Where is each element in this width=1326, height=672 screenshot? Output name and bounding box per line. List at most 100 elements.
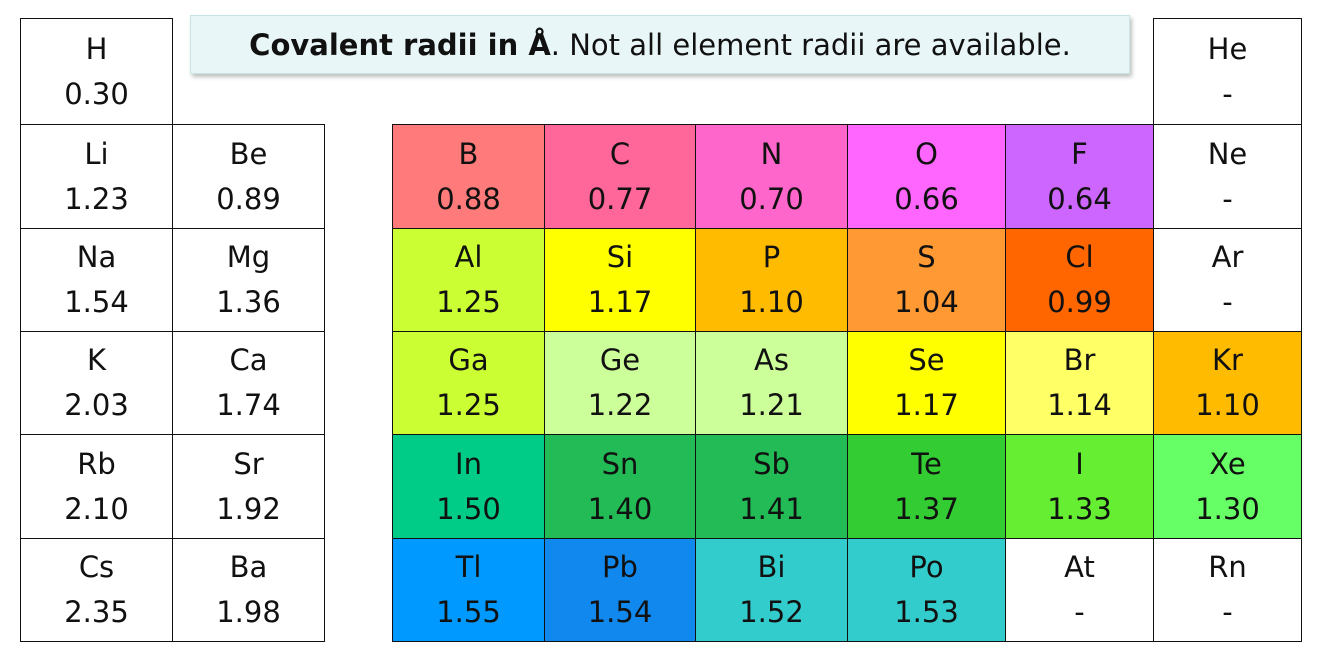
- element-cell-cs: Cs 2.35: [20, 538, 173, 642]
- element-radius: 0.89: [216, 181, 281, 216]
- element-symbol: In: [455, 446, 482, 481]
- element-radius: 1.98: [216, 595, 281, 629]
- caption-rest: . Not all element radii are available.: [550, 27, 1071, 62]
- element-radius: -: [1222, 595, 1233, 629]
- element-cell-be: Be 0.89: [172, 124, 325, 229]
- element-radius: 1.40: [587, 491, 653, 526]
- element-radius: 0.64: [1047, 181, 1112, 216]
- element-symbol: Ge: [599, 343, 641, 377]
- element-cell-li: Li 1.23: [20, 124, 173, 229]
- element-symbol: Rn: [1208, 550, 1247, 584]
- element-cell-i: I 1.33: [1005, 434, 1154, 539]
- element-radius: 1.33: [1047, 491, 1112, 526]
- element-cell-as: As 1.21: [695, 331, 848, 435]
- element-symbol: N: [760, 136, 783, 171]
- element-cell-tl: Tl 1.55: [392, 538, 545, 642]
- element-radius: 1.17: [587, 285, 653, 319]
- element-symbol: Ne: [1207, 136, 1248, 171]
- element-cell-rb: Rb 2.10: [20, 434, 173, 539]
- element-symbol: C: [609, 136, 631, 171]
- element-symbol: Se: [908, 343, 945, 377]
- element-symbol: He: [1207, 31, 1248, 66]
- element-radius: -: [1222, 181, 1233, 216]
- element-radius: 0.99: [1047, 285, 1112, 319]
- element-symbol: Li: [84, 136, 109, 171]
- element-symbol: H: [85, 31, 108, 66]
- element-symbol: Po: [909, 550, 944, 584]
- element-cell-kr: Kr 1.10: [1153, 331, 1302, 435]
- element-cell-sb: Sb 1.41: [695, 434, 848, 539]
- element-radius: 1.14: [1047, 388, 1112, 422]
- element-radius: 1.10: [1195, 388, 1260, 422]
- element-symbol: S: [917, 240, 936, 274]
- element-radius: 1.25: [436, 388, 501, 422]
- element-cell-bi: Bi 1.52: [695, 538, 848, 642]
- element-symbol: Br: [1063, 343, 1096, 377]
- element-cell-mg: Mg 1.36: [172, 228, 325, 332]
- element-radius: 1.17: [894, 388, 959, 422]
- element-symbol: Bi: [757, 550, 786, 584]
- element-radius: 1.50: [436, 491, 501, 526]
- element-radius: 1.54: [587, 595, 653, 629]
- element-radius: 1.55: [436, 595, 501, 629]
- element-cell-f: F 0.64: [1005, 124, 1154, 229]
- element-radius: 2.03: [64, 388, 129, 422]
- element-cell-b: B 0.88: [392, 124, 545, 229]
- element-symbol: Sn: [601, 446, 639, 481]
- element-radius: 2.10: [64, 491, 129, 526]
- element-radius: 1.04: [894, 285, 959, 319]
- element-radius: -: [1074, 595, 1085, 629]
- element-cell-ne: Ne -: [1153, 124, 1302, 229]
- element-radius: 1.92: [216, 491, 281, 526]
- element-radius: -: [1222, 76, 1233, 111]
- element-symbol: As: [754, 343, 789, 377]
- element-cell-pb: Pb 1.54: [544, 538, 696, 642]
- element-symbol: Mg: [226, 240, 271, 274]
- element-cell-ba: Ba 1.98: [172, 538, 325, 642]
- element-cell-se: Se 1.17: [847, 331, 1006, 435]
- element-radius: 1.10: [739, 285, 804, 319]
- element-symbol: P: [762, 240, 781, 274]
- element-cell-cl: Cl 0.99: [1005, 228, 1154, 332]
- element-cell-at: At -: [1005, 538, 1154, 642]
- element-cell-ca: Ca 1.74: [172, 331, 325, 435]
- element-symbol: Ca: [229, 343, 268, 377]
- element-cell-sr: Sr 1.92: [172, 434, 325, 539]
- element-cell-h: H 0.30: [20, 18, 173, 125]
- element-symbol: Xe: [1209, 446, 1246, 481]
- element-radius: 0.88: [436, 181, 501, 216]
- element-symbol: O: [915, 136, 938, 171]
- element-cell-rn: Rn -: [1153, 538, 1302, 642]
- element-cell-na: Na 1.54: [20, 228, 173, 332]
- caption-bold: Covalent radii in Å: [249, 27, 551, 62]
- element-symbol: Na: [76, 240, 117, 274]
- element-symbol: Cl: [1065, 240, 1094, 274]
- element-symbol: Ba: [229, 550, 268, 584]
- element-cell-s: S 1.04: [847, 228, 1006, 332]
- element-cell-in: In 1.50: [392, 434, 545, 539]
- element-symbol: Tl: [455, 550, 482, 584]
- element-cell-n: N 0.70: [695, 124, 848, 229]
- element-radius: 1.36: [216, 285, 281, 319]
- element-symbol: Si: [606, 240, 634, 274]
- element-symbol: Rb: [77, 446, 116, 481]
- element-radius: -: [1222, 285, 1233, 319]
- element-radius: 0.70: [739, 181, 804, 216]
- element-radius: 1.37: [894, 491, 959, 526]
- element-symbol: Kr: [1212, 343, 1243, 377]
- element-radius: 1.52: [739, 595, 804, 629]
- element-symbol: Ar: [1211, 240, 1244, 274]
- element-radius: 1.74: [216, 388, 281, 422]
- element-radius: 1.25: [436, 285, 501, 319]
- element-symbol: At: [1064, 550, 1095, 584]
- element-radius: 2.35: [64, 595, 129, 629]
- element-cell-k: K 2.03: [20, 331, 173, 435]
- element-cell-ar: Ar -: [1153, 228, 1302, 332]
- element-symbol: Be: [229, 136, 268, 171]
- element-symbol: F: [1071, 136, 1088, 171]
- element-symbol: K: [86, 343, 107, 377]
- element-cell-xe: Xe 1.30: [1153, 434, 1302, 539]
- element-symbol: Al: [454, 240, 483, 274]
- element-radius: 1.30: [1195, 491, 1260, 526]
- element-symbol: Pb: [602, 550, 638, 584]
